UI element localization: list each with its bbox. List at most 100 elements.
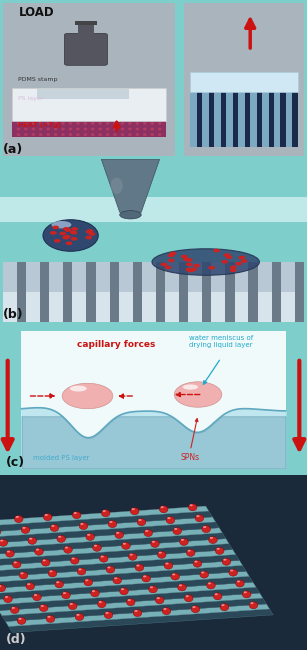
FancyBboxPatch shape: [49, 262, 63, 292]
Ellipse shape: [202, 526, 211, 532]
Ellipse shape: [58, 536, 61, 538]
Ellipse shape: [106, 122, 110, 125]
FancyBboxPatch shape: [96, 262, 110, 292]
Ellipse shape: [70, 557, 79, 564]
Polygon shape: [6, 604, 270, 627]
Ellipse shape: [191, 606, 200, 613]
Ellipse shape: [193, 264, 200, 268]
Ellipse shape: [70, 603, 73, 605]
Ellipse shape: [157, 597, 160, 599]
FancyBboxPatch shape: [119, 262, 133, 292]
FancyBboxPatch shape: [0, 159, 307, 325]
Text: capillary forces: capillary forces: [77, 341, 156, 350]
Ellipse shape: [64, 235, 71, 239]
Ellipse shape: [221, 260, 228, 263]
Ellipse shape: [74, 512, 77, 514]
Ellipse shape: [138, 519, 142, 521]
Ellipse shape: [122, 542, 130, 549]
Ellipse shape: [158, 122, 161, 125]
Ellipse shape: [163, 608, 167, 610]
Polygon shape: [214, 92, 221, 146]
Ellipse shape: [84, 122, 87, 125]
FancyBboxPatch shape: [211, 262, 225, 292]
Ellipse shape: [6, 550, 14, 557]
Ellipse shape: [150, 133, 154, 136]
Ellipse shape: [64, 228, 71, 232]
Ellipse shape: [63, 592, 66, 594]
Text: LOAD: LOAD: [18, 6, 54, 19]
Polygon shape: [286, 92, 293, 146]
Ellipse shape: [104, 612, 113, 619]
Ellipse shape: [180, 538, 188, 545]
Ellipse shape: [17, 618, 26, 625]
Ellipse shape: [17, 127, 20, 131]
FancyBboxPatch shape: [75, 21, 97, 25]
Ellipse shape: [52, 221, 72, 228]
Ellipse shape: [31, 127, 35, 131]
Ellipse shape: [155, 597, 164, 604]
Ellipse shape: [85, 579, 88, 581]
Ellipse shape: [226, 255, 232, 259]
Ellipse shape: [106, 133, 110, 136]
Ellipse shape: [167, 517, 170, 519]
Ellipse shape: [188, 268, 195, 272]
Ellipse shape: [97, 601, 106, 608]
Polygon shape: [9, 609, 273, 632]
Ellipse shape: [136, 564, 140, 567]
FancyBboxPatch shape: [78, 25, 94, 35]
Ellipse shape: [116, 532, 119, 534]
FancyBboxPatch shape: [248, 262, 258, 322]
Ellipse shape: [113, 133, 117, 136]
Ellipse shape: [235, 262, 242, 265]
FancyBboxPatch shape: [156, 262, 165, 322]
Ellipse shape: [13, 561, 21, 568]
Polygon shape: [190, 92, 197, 146]
FancyBboxPatch shape: [225, 262, 235, 322]
Ellipse shape: [98, 127, 102, 131]
Ellipse shape: [98, 133, 102, 136]
Ellipse shape: [121, 122, 124, 125]
Ellipse shape: [0, 528, 1, 536]
FancyBboxPatch shape: [281, 262, 295, 292]
Ellipse shape: [123, 543, 126, 545]
Ellipse shape: [185, 595, 189, 597]
Ellipse shape: [27, 583, 30, 585]
Ellipse shape: [22, 527, 25, 529]
Ellipse shape: [72, 512, 81, 519]
Ellipse shape: [135, 564, 144, 571]
Polygon shape: [190, 72, 298, 92]
Ellipse shape: [71, 227, 78, 231]
Ellipse shape: [41, 559, 50, 566]
Ellipse shape: [207, 582, 215, 589]
Text: PS layer: PS layer: [18, 96, 44, 101]
Ellipse shape: [61, 122, 65, 125]
FancyBboxPatch shape: [21, 331, 286, 469]
Ellipse shape: [143, 127, 147, 131]
Ellipse shape: [222, 558, 231, 566]
Ellipse shape: [62, 592, 70, 599]
Polygon shape: [0, 522, 219, 545]
Ellipse shape: [26, 583, 35, 590]
FancyBboxPatch shape: [188, 262, 202, 292]
Ellipse shape: [149, 586, 157, 593]
Ellipse shape: [181, 255, 188, 259]
FancyBboxPatch shape: [86, 262, 96, 322]
FancyBboxPatch shape: [17, 262, 26, 322]
Ellipse shape: [66, 241, 72, 245]
Ellipse shape: [28, 538, 37, 544]
Polygon shape: [0, 506, 209, 528]
Ellipse shape: [107, 566, 111, 569]
Ellipse shape: [75, 614, 84, 621]
Ellipse shape: [24, 127, 28, 131]
Polygon shape: [0, 528, 222, 551]
Ellipse shape: [109, 521, 113, 523]
Ellipse shape: [189, 504, 193, 506]
Ellipse shape: [64, 546, 72, 553]
Ellipse shape: [43, 560, 46, 562]
FancyBboxPatch shape: [3, 3, 175, 156]
Ellipse shape: [168, 259, 175, 263]
Ellipse shape: [166, 517, 175, 524]
Text: PDMS stamp: PDMS stamp: [18, 77, 58, 82]
Text: HEAT (>Tg): HEAT (>Tg): [18, 122, 61, 129]
Ellipse shape: [18, 618, 21, 619]
